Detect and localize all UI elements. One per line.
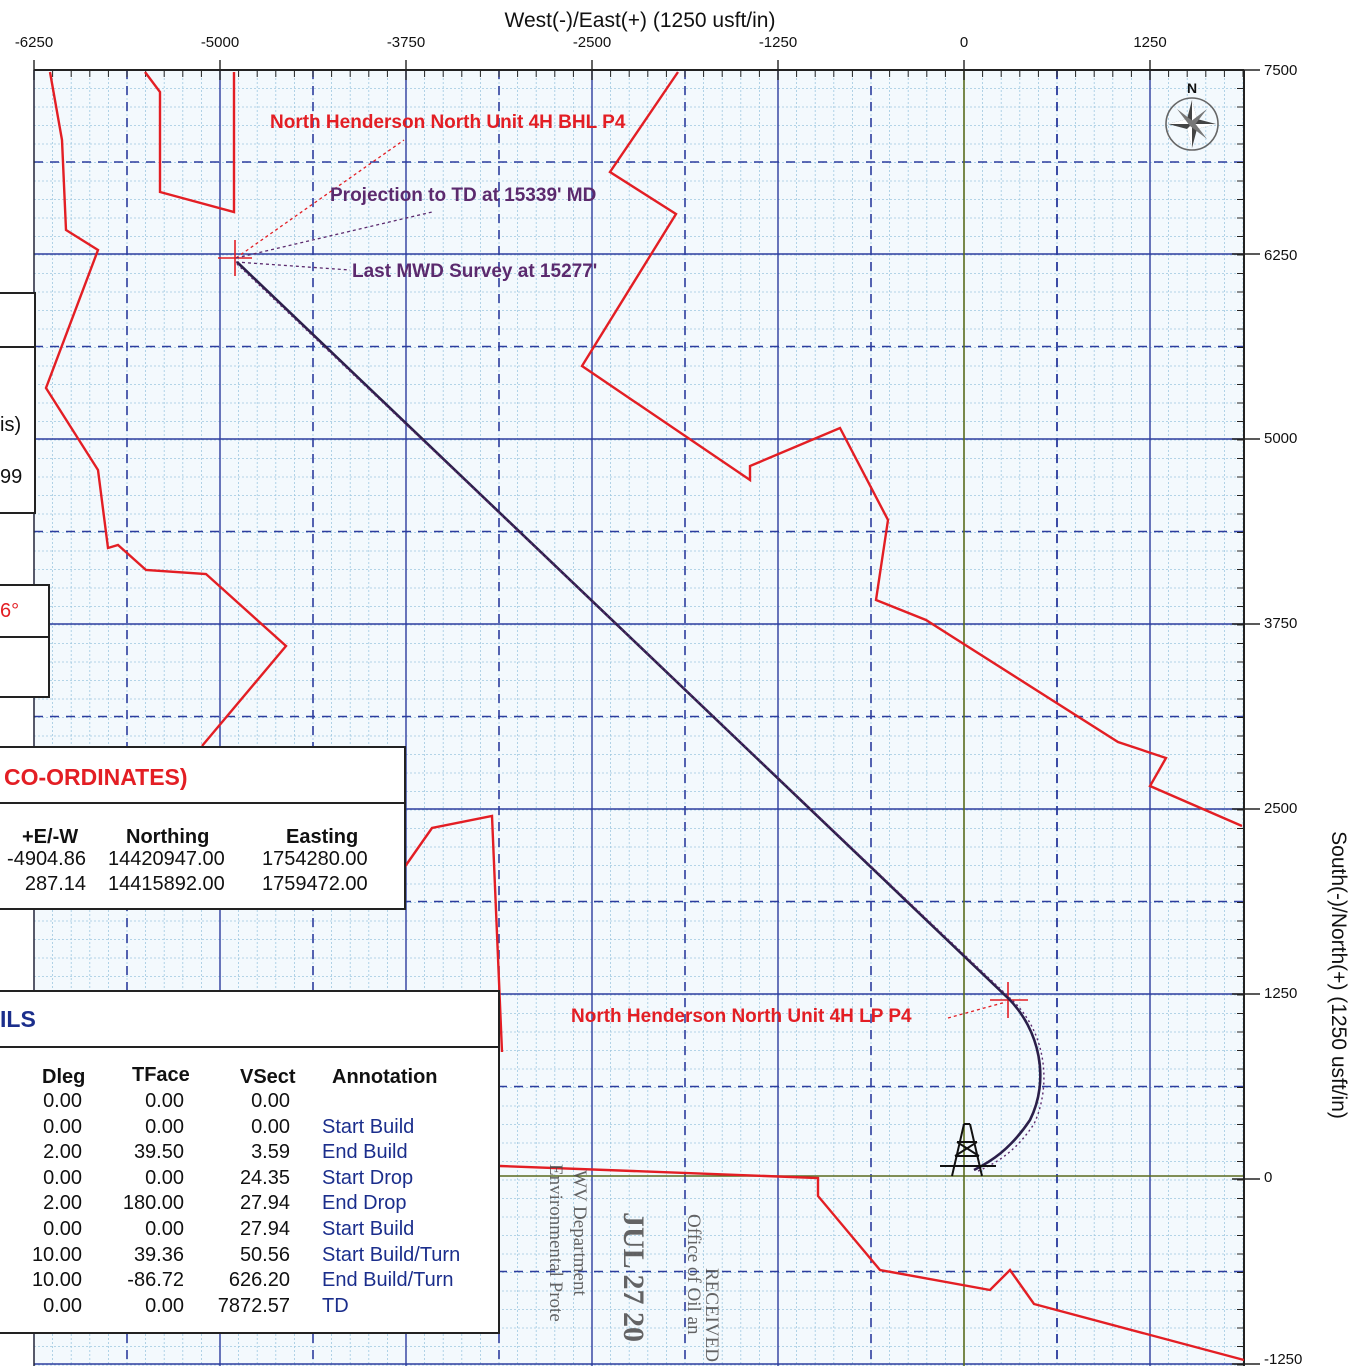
coord-row2-easting: 1759472.00 bbox=[262, 873, 368, 895]
y-tick-label: -1250 bbox=[1264, 1351, 1302, 1366]
section-details-panel: ILS Dleg TFace VSect Annotation 0.00 0.00… bbox=[0, 990, 500, 1334]
x-tick-label: 0 bbox=[960, 34, 968, 51]
coord-header-easting: Easting bbox=[286, 826, 359, 848]
left-angle-panel: 6° bbox=[0, 584, 50, 698]
details-header-tface: TFace bbox=[132, 1064, 190, 1086]
details-annotation: Start Drop bbox=[322, 1166, 414, 1189]
details-tface: 39.50 bbox=[133, 1141, 184, 1164]
left-fragment-1: is) bbox=[0, 414, 22, 436]
left-fragment-3: 6° bbox=[0, 600, 20, 622]
x-axis-tick-labels: -6250 -5000 -3750 -2500 -1250 0 1250 bbox=[15, 34, 1167, 51]
coord-row1-northing: 14420947.00 bbox=[108, 848, 225, 870]
coord-row1-ew: -4904.86 bbox=[7, 848, 86, 870]
compass-north-label: N bbox=[1187, 80, 1197, 96]
coordinates-panel: CO-ORDINATES) +E/-W Northing Easting -49… bbox=[0, 746, 406, 910]
details-vsect: 50.56 bbox=[239, 1243, 290, 1266]
y-tick-label: 3750 bbox=[1264, 615, 1297, 632]
details-tface: 0.00 bbox=[145, 1090, 184, 1112]
coord-row2-ew: 287.14 bbox=[24, 873, 86, 895]
details-header-vsect: VSect bbox=[240, 1066, 296, 1088]
details-dleg: 2.00 bbox=[43, 1141, 82, 1164]
planned-wellpath bbox=[236, 261, 1042, 1172]
details-vsect: 0.00 bbox=[251, 1090, 290, 1112]
x-tick-label: -1250 bbox=[759, 34, 797, 51]
details-tface: 0.00 bbox=[145, 1115, 184, 1138]
drilling-rig-icon bbox=[940, 1123, 996, 1177]
details-annotation: Start Build/Turn bbox=[322, 1243, 461, 1266]
details-dleg: 10.00 bbox=[31, 1243, 82, 1266]
details-tface: 0.00 bbox=[145, 1218, 184, 1240]
y-tick-label: 2500 bbox=[1264, 800, 1297, 817]
details-dleg: 0.00 bbox=[43, 1218, 82, 1240]
details-header-annotation: Annotation bbox=[332, 1066, 438, 1088]
details-dleg: 0.00 bbox=[43, 1090, 82, 1112]
details-vsect: 27.94 bbox=[239, 1218, 290, 1240]
left-fragment-2: 99 bbox=[0, 466, 23, 488]
details-vsect: 0.00 bbox=[251, 1115, 290, 1138]
y-tick-label: 0 bbox=[1264, 1169, 1272, 1186]
details-dleg: 0.00 bbox=[43, 1115, 82, 1138]
details-vsect: 27.94 bbox=[239, 1192, 290, 1215]
north-compass-icon bbox=[1165, 97, 1219, 151]
details-dleg: 0.00 bbox=[43, 1294, 82, 1317]
details-annotation: Start Build bbox=[322, 1115, 415, 1138]
x-tick-label: 1250 bbox=[1133, 34, 1166, 51]
actual-survey-path bbox=[236, 263, 1045, 1173]
left-info-panel: is) 99 bbox=[0, 292, 36, 514]
details-vsect: 7872.57 bbox=[217, 1294, 290, 1317]
stamp-line-3: JUL 27 20 bbox=[617, 1212, 650, 1343]
x-tick-label: -2500 bbox=[573, 34, 611, 51]
projection-to-td-label: Projection to TD at 15339' MD bbox=[330, 185, 596, 206]
stamp-line-5: Office of Oil an bbox=[683, 1214, 704, 1335]
x-tick-label: -3750 bbox=[387, 34, 425, 51]
coord-header-ew: +E/-W bbox=[22, 826, 79, 848]
coord-row1-easting: 1754280.00 bbox=[262, 848, 368, 870]
lease-boundary bbox=[44, 71, 1245, 1362]
details-vsect: 3.59 bbox=[251, 1141, 290, 1164]
details-tface: 180.00 bbox=[122, 1192, 184, 1215]
y-axis-tick-labels: 7500 6250 5000 3750 2500 1250 0 -1250 bbox=[1264, 62, 1302, 1366]
boundary-segment-south bbox=[499, 1164, 1245, 1362]
details-header-dleg: Dleg bbox=[42, 1066, 86, 1088]
y-tick-label: 1250 bbox=[1264, 985, 1297, 1002]
lp-target-label: North Henderson North Unit 4H LP P4 bbox=[571, 1006, 912, 1027]
boundary-segment-west bbox=[44, 71, 288, 747]
details-annotation: End Drop bbox=[322, 1192, 407, 1215]
stamp-line-2: Environmental Prote bbox=[545, 1164, 566, 1322]
wellbore-path bbox=[236, 261, 1045, 1173]
details-tface: 39.36 bbox=[133, 1243, 184, 1266]
details-vsect: 626.20 bbox=[228, 1269, 290, 1292]
y-tick-label: 6250 bbox=[1264, 247, 1297, 264]
stamp-line-1: WV Department bbox=[569, 1170, 590, 1296]
y-axis-title: South(-)/North(+) (1250 usft/in) bbox=[1327, 831, 1350, 1119]
x-tick-label: -5000 bbox=[201, 34, 239, 51]
details-title: ILS bbox=[0, 1006, 36, 1032]
coordinates-title: CO-ORDINATES) bbox=[4, 764, 188, 790]
coord-row2-northing: 14415892.00 bbox=[108, 873, 225, 895]
details-tface: 0.00 bbox=[145, 1294, 184, 1317]
details-dleg: 10.00 bbox=[31, 1269, 82, 1292]
y-tick-label: 5000 bbox=[1264, 430, 1297, 447]
boundary-segment-upper-west bbox=[144, 71, 236, 214]
x-tick-label: -6250 bbox=[15, 34, 53, 51]
details-vsect: 24.35 bbox=[239, 1166, 290, 1189]
details-dleg: 0.00 bbox=[43, 1166, 82, 1189]
details-dleg: 2.00 bbox=[43, 1192, 82, 1215]
coord-header-northing: Northing bbox=[126, 826, 210, 848]
last-mwd-survey-label: Last MWD Survey at 15277' bbox=[352, 261, 597, 282]
details-annotation: Start Build bbox=[322, 1218, 415, 1240]
x-axis-title: West(-)/East(+) (1250 usft/in) bbox=[505, 9, 776, 32]
details-annotation: TD bbox=[322, 1294, 349, 1317]
details-annotation: End Build/Turn bbox=[322, 1269, 454, 1292]
boundary-segment-central bbox=[580, 71, 1243, 828]
details-tface: -86.72 bbox=[127, 1269, 184, 1292]
leader-lines bbox=[235, 139, 1007, 1019]
bhl-target-label: North Henderson North Unit 4H BHL P4 bbox=[270, 112, 626, 133]
details-annotation: End Build bbox=[322, 1141, 408, 1164]
details-tface: 0.00 bbox=[145, 1166, 184, 1189]
y-tick-label: 7500 bbox=[1264, 62, 1297, 79]
boundary-segment-lower-west bbox=[403, 814, 504, 1053]
